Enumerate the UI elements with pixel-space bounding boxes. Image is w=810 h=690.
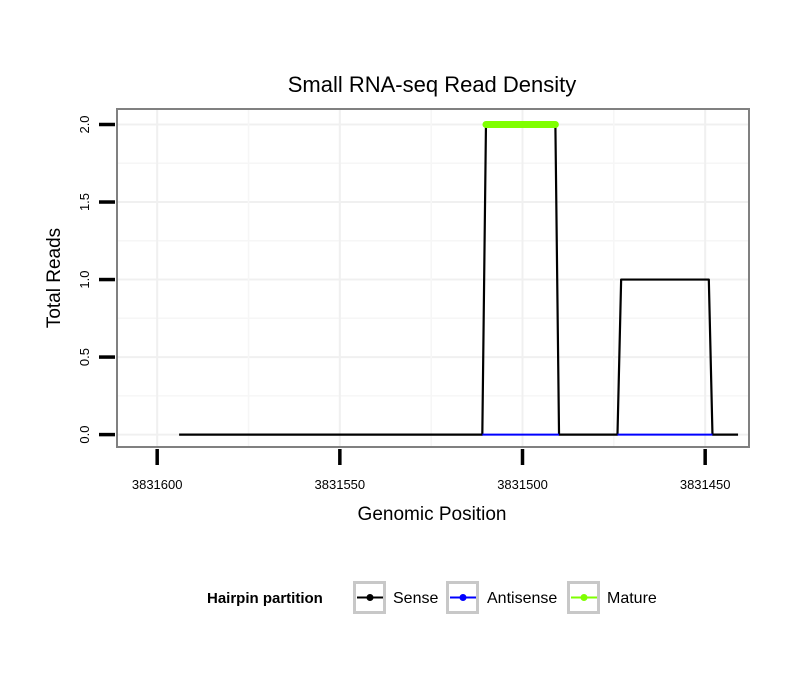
legend-title: Hairpin partition — [207, 590, 323, 607]
y-tick-label: 1.5 — [77, 193, 92, 211]
legend-key-point — [366, 594, 374, 601]
legend-key-point — [459, 594, 467, 601]
x-tick-label: 3831550 — [315, 477, 366, 492]
plot-panel-border — [116, 108, 750, 448]
legend-key-point — [580, 594, 588, 601]
legend-entry-label: Mature — [607, 590, 657, 607]
legend-entry-label: Sense — [393, 590, 438, 607]
legend: Hairpin partition Sense Antisense Mature — [207, 581, 657, 614]
y-tick-label: 0.5 — [77, 348, 92, 366]
series-layer — [179, 121, 739, 436]
legend-entry-label: Antisense — [487, 590, 557, 607]
chart-title: Small RNA-seq Read Density — [288, 72, 577, 97]
x-tick-label: 3831600 — [132, 477, 183, 492]
axis-ticks: 0.0 0.5 1.0 1.5 2.0 3831600 3831550 3831500 3831… — [77, 115, 730, 492]
grid-lines — [117, 109, 749, 447]
y-tick-label: 2.0 — [77, 115, 92, 133]
y-axis-label: Total Reads — [44, 228, 65, 328]
y-tick-label: 1.0 — [77, 271, 92, 289]
series-sense-line — [179, 123, 739, 436]
x-tick-label: 3831450 — [680, 477, 731, 492]
x-axis-label: Genomic Position — [358, 504, 507, 525]
y-tick-label: 0.0 — [77, 426, 92, 444]
x-tick-label: 3831500 — [497, 477, 548, 492]
